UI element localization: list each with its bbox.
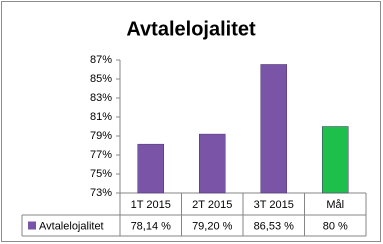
y-tick-label: 73% xyxy=(90,187,112,199)
y-tick-label: 75% xyxy=(90,168,112,180)
x-tick-label: 2T 2015 xyxy=(192,199,232,211)
chart-title: Avtalelojalitet xyxy=(126,18,256,40)
bar xyxy=(137,143,164,194)
x-tick-label: Mål xyxy=(326,199,344,211)
y-tick-label: 77% xyxy=(90,149,112,161)
table-value: 79,20 % xyxy=(192,220,233,232)
table-value: 78,14 % xyxy=(131,220,172,232)
legend-swatch xyxy=(28,221,36,230)
bar xyxy=(322,126,349,194)
y-tick-label: 87% xyxy=(90,54,112,66)
legend-label: Avtalelojalitet xyxy=(39,220,104,232)
chart-border xyxy=(1,1,381,242)
x-tick-label: 1T 2015 xyxy=(131,199,171,211)
table-value: 86,53 % xyxy=(254,220,295,232)
y-tick-label: 83% xyxy=(90,92,112,104)
bar xyxy=(260,64,287,194)
y-tick-label: 81% xyxy=(90,111,112,123)
y-tick-label: 85% xyxy=(90,73,112,85)
bar xyxy=(199,133,226,194)
y-tick-label: 79% xyxy=(90,130,112,142)
x-tick-label: 3T 2015 xyxy=(254,199,294,211)
table-value: 80 % xyxy=(323,220,348,232)
